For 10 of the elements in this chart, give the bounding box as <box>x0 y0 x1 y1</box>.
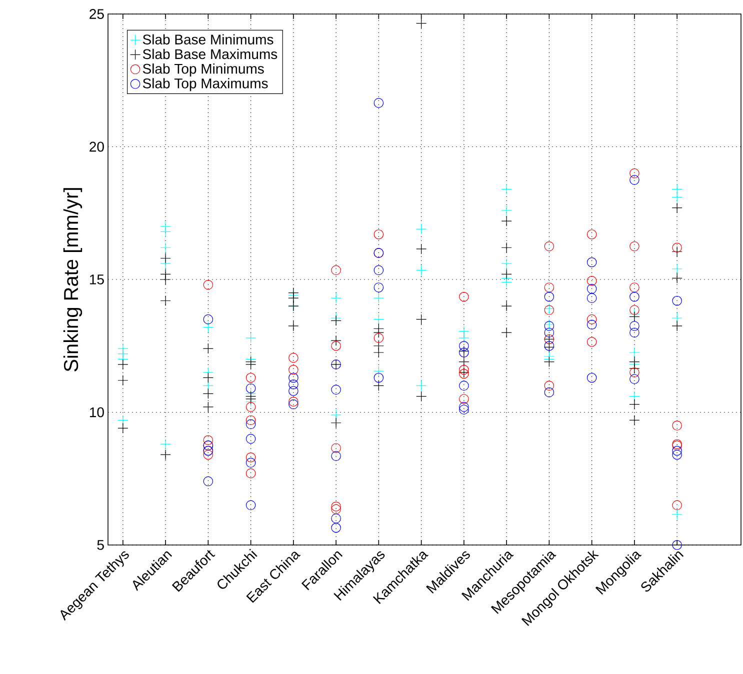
y-tick-label: 10 <box>90 407 104 418</box>
legend-label: Slab Base Maximums <box>142 48 278 60</box>
legend-label: Slab Base Minimums <box>142 34 274 44</box>
legend-label: Slab Top Minimums <box>142 63 264 77</box>
y-tick-label: 25 <box>90 9 104 19</box>
legend-label: Slab Top Maximums <box>142 78 268 92</box>
y-tick-label: 15 <box>90 274 104 284</box>
y-axis-title: Sinking Rate [mm/yr] <box>63 188 82 372</box>
y-tick-label: 5 <box>97 540 104 550</box>
y-tick-label: 20 <box>90 142 104 152</box>
